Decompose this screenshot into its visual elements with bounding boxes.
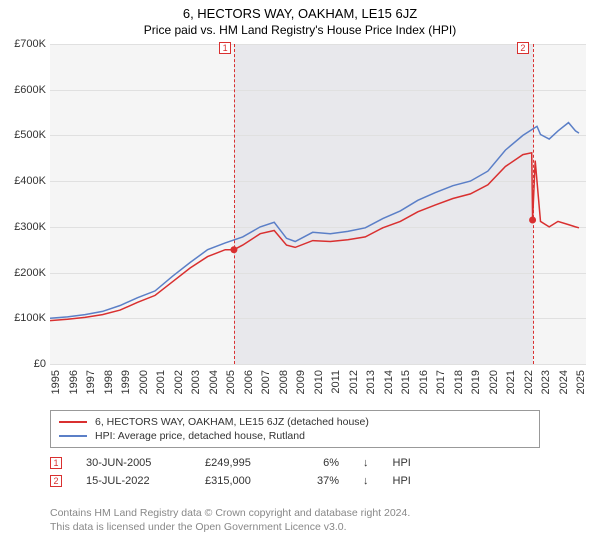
page-subtitle: Price paid vs. HM Land Registry's House … — [0, 21, 600, 37]
y-axis-tick: £0 — [0, 358, 46, 370]
tx-price: £315,000 — [205, 475, 285, 487]
gridline — [50, 181, 586, 182]
legend-label: 6, HECTORS WAY, OAKHAM, LE15 6JZ (detach… — [95, 416, 369, 428]
footnote: Contains HM Land Registry data © Crown c… — [50, 506, 410, 534]
y-axis-tick: £400K — [0, 175, 46, 187]
tx-vs: HPI — [393, 457, 411, 469]
gridline — [50, 364, 586, 365]
legend-item: HPI: Average price, detached house, Rutl… — [59, 429, 531, 443]
legend-item: 6, HECTORS WAY, OAKHAM, LE15 6JZ (detach… — [59, 415, 531, 429]
tx-date: 30-JUN-2005 — [86, 457, 181, 469]
legend: 6, HECTORS WAY, OAKHAM, LE15 6JZ (detach… — [50, 410, 540, 448]
marker-vline — [533, 44, 534, 364]
plot-background — [50, 44, 586, 364]
page-title: 6, HECTORS WAY, OAKHAM, LE15 6JZ — [0, 0, 600, 21]
table-row: 1 30-JUN-2005 £249,995 6% ↓ HPI — [50, 454, 570, 472]
y-axis-tick: £300K — [0, 221, 46, 233]
y-axis-tick: £500K — [0, 129, 46, 141]
transaction-marker: 2 — [50, 475, 62, 487]
gridline — [50, 90, 586, 91]
chart-marker-label: 2 — [517, 42, 529, 54]
marker-vline — [234, 44, 235, 364]
shaded-region — [234, 44, 533, 364]
tx-pct: 6% — [309, 457, 339, 469]
x-axis-tick: 2025 — [575, 370, 600, 394]
x-axis-labels: 1995199619971998199920002001200220032004… — [50, 366, 586, 404]
footnote-line: Contains HM Land Registry data © Crown c… — [50, 506, 410, 520]
y-axis-tick: £200K — [0, 267, 46, 279]
footnote-line: This data is licensed under the Open Gov… — [50, 520, 410, 534]
gridline — [50, 135, 586, 136]
gridline — [50, 273, 586, 274]
price-chart: £0£100K£200K£300K£400K£500K£600K£700K 12… — [0, 44, 600, 404]
y-axis-tick: £100K — [0, 312, 46, 324]
gridline — [50, 44, 586, 45]
down-arrow-icon: ↓ — [363, 475, 369, 487]
legend-label: HPI: Average price, detached house, Rutl… — [95, 430, 305, 442]
tx-date: 15-JUL-2022 — [86, 475, 181, 487]
chart-marker-label: 1 — [219, 42, 231, 54]
legend-swatch — [59, 421, 87, 423]
legend-swatch — [59, 435, 87, 437]
y-axis-tick: £600K — [0, 84, 46, 96]
down-arrow-icon: ↓ — [363, 457, 369, 469]
transaction-marker: 1 — [50, 457, 62, 469]
tx-price: £249,995 — [205, 457, 285, 469]
tx-vs: HPI — [393, 475, 411, 487]
y-axis-tick: £700K — [0, 38, 46, 50]
transaction-table: 1 30-JUN-2005 £249,995 6% ↓ HPI 2 15-JUL… — [50, 454, 570, 490]
table-row: 2 15-JUL-2022 £315,000 37% ↓ HPI — [50, 472, 570, 490]
tx-pct: 37% — [309, 475, 339, 487]
gridline — [50, 318, 586, 319]
gridline — [50, 227, 586, 228]
